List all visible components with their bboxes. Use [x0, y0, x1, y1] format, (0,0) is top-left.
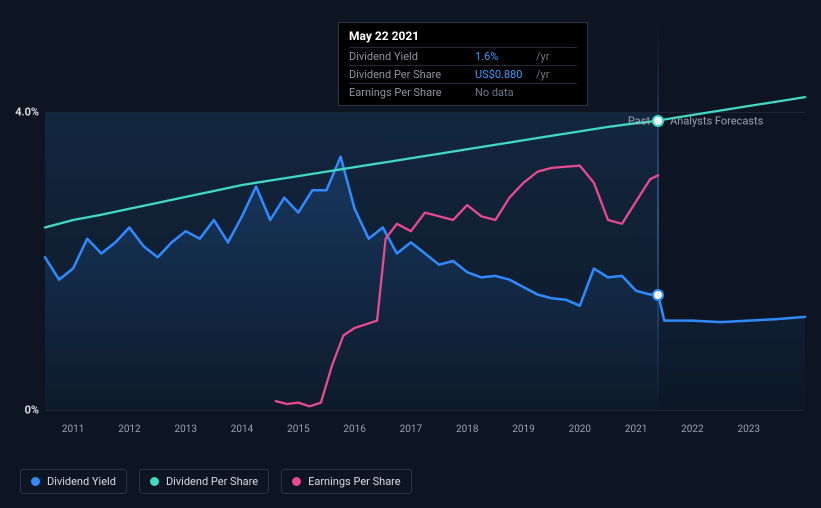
x-tick-2023: 2023 — [737, 424, 759, 435]
tooltip-row-unit: /yr — [536, 68, 549, 81]
legend-dot-earnings-per-share — [292, 477, 301, 486]
y-tick-max: 4.0% — [15, 106, 39, 119]
tooltip: May 22 2021 Dividend Yield1.6%/yrDividen… — [338, 22, 588, 106]
x-tick-2018: 2018 — [456, 424, 478, 435]
tooltip-row-value: 1.6% — [475, 50, 530, 63]
tooltip-date: May 22 2021 — [349, 29, 577, 43]
legend-label-dividend-per-share: Dividend Per Share — [166, 475, 258, 488]
x-tick-2012: 2012 — [118, 424, 140, 435]
tooltip-row: Dividend Yield 1.6% /yr — [349, 47, 577, 65]
dividend-chart: 4.0% 0% 2011 2012 2013 2014 2015 2016 2017 2018… — [0, 0, 821, 508]
x-tick-2013: 2013 — [174, 424, 196, 435]
series-area-dividend-yield — [45, 157, 805, 410]
tooltip-row-label: Dividend Per Share — [349, 68, 469, 81]
x-tick-2014: 2014 — [231, 424, 253, 435]
x-tick-2019: 2019 — [512, 424, 534, 435]
x-tick-2021: 2021 — [625, 424, 647, 435]
tooltip-row: Earnings Per Share No data — [349, 83, 577, 101]
legend-item-dividend-yield[interactable]: Dividend Yield — [20, 469, 127, 494]
label-past: Past — [628, 114, 650, 127]
x-tick-2020: 2020 — [569, 424, 591, 435]
tooltip-row-label: Earnings Per Share — [349, 86, 469, 99]
legend-label-dividend-yield: Dividend Yield — [47, 475, 116, 488]
x-tick-2016: 2016 — [343, 424, 365, 435]
tooltip-row-unit: /yr — [536, 50, 549, 63]
legend: Dividend Yield Dividend Per Share Earnin… — [20, 469, 412, 494]
label-analysts-forecasts: Analysts Forecasts — [670, 114, 763, 127]
x-tick-2017: 2017 — [400, 424, 422, 435]
x-tick-2015: 2015 — [287, 424, 309, 435]
legend-dot-dividend-per-share — [150, 477, 159, 486]
legend-item-earnings-per-share[interactable]: Earnings Per Share — [281, 469, 412, 494]
tooltip-row-value: US$0.880 — [475, 68, 530, 81]
x-tick-2011: 2011 — [62, 424, 84, 435]
legend-dot-dividend-yield — [31, 477, 40, 486]
legend-label-earnings-per-share: Earnings Per Share — [308, 475, 401, 488]
cursor-marker-dividend-per-share — [654, 117, 662, 125]
legend-item-dividend-per-share[interactable]: Dividend Per Share — [139, 469, 269, 494]
y-tick-min: 0% — [25, 404, 39, 417]
cursor-marker-dividend-yield — [654, 291, 662, 299]
tooltip-row-label: Dividend Yield — [349, 50, 469, 63]
tooltip-row: Dividend Per Share US$0.880/yr — [349, 65, 577, 83]
x-tick-2022: 2022 — [681, 424, 703, 435]
tooltip-row-nodata: No data — [475, 86, 514, 99]
